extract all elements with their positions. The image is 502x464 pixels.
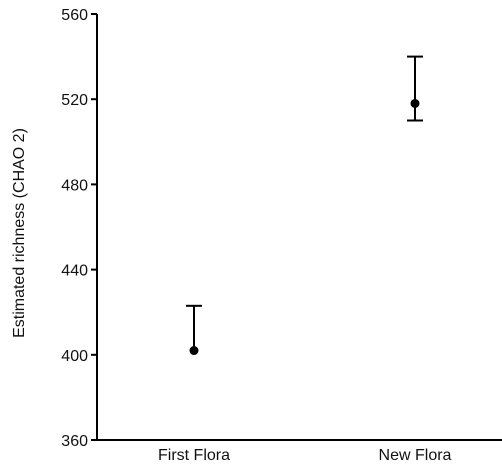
data-marks [186,55,423,356]
y-tick-label: 360 [61,433,88,450]
category-label: New Flora [379,447,452,464]
data-point [410,98,420,108]
y-ticks: 360 400 440 480 520 560 [61,7,97,450]
y-tick-label: 480 [61,177,88,194]
y-axis-title: Estimated richness (CHAO 2) [11,128,28,338]
y-tick-label: 440 [61,263,88,280]
y-tick-label: 400 [61,348,88,365]
data-point [189,346,199,356]
y-tick-label: 520 [61,92,88,109]
y-tick-label: 560 [61,7,88,24]
category-label: First Flora [158,447,230,464]
category-labels: First Flora New Flora [158,447,452,464]
